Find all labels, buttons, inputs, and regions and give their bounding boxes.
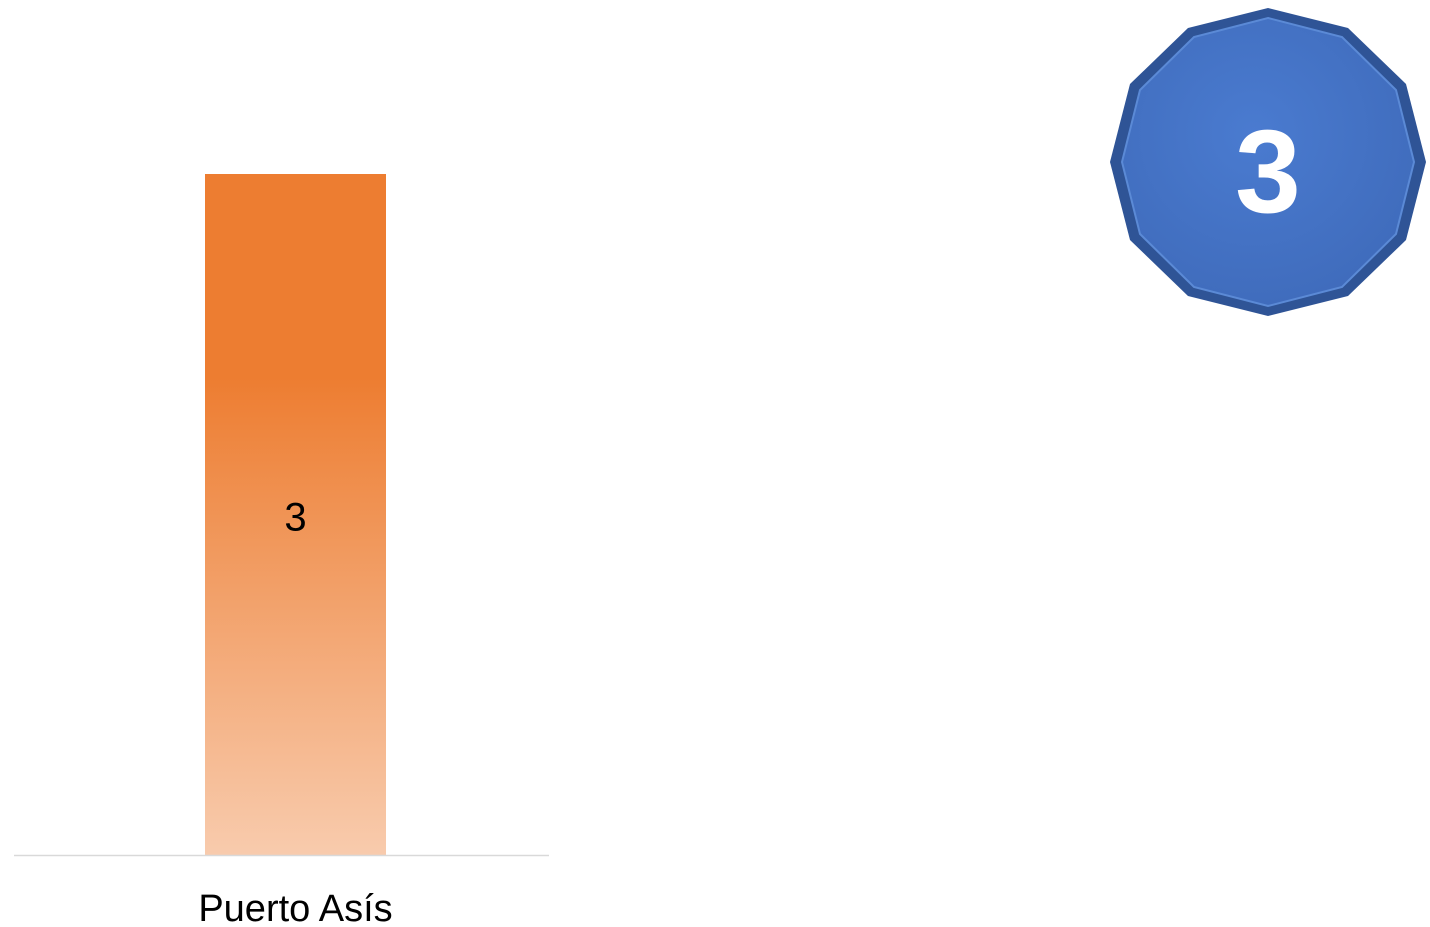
badge-value: 3 bbox=[1235, 106, 1301, 238]
x-tick-label-0: Puerto Asís bbox=[198, 888, 392, 927]
count-badge: 3 bbox=[1110, 8, 1426, 316]
bar-0 bbox=[205, 174, 386, 855]
data-label-0: 3 bbox=[284, 496, 306, 540]
dodecagon-face bbox=[1120, 16, 1416, 308]
